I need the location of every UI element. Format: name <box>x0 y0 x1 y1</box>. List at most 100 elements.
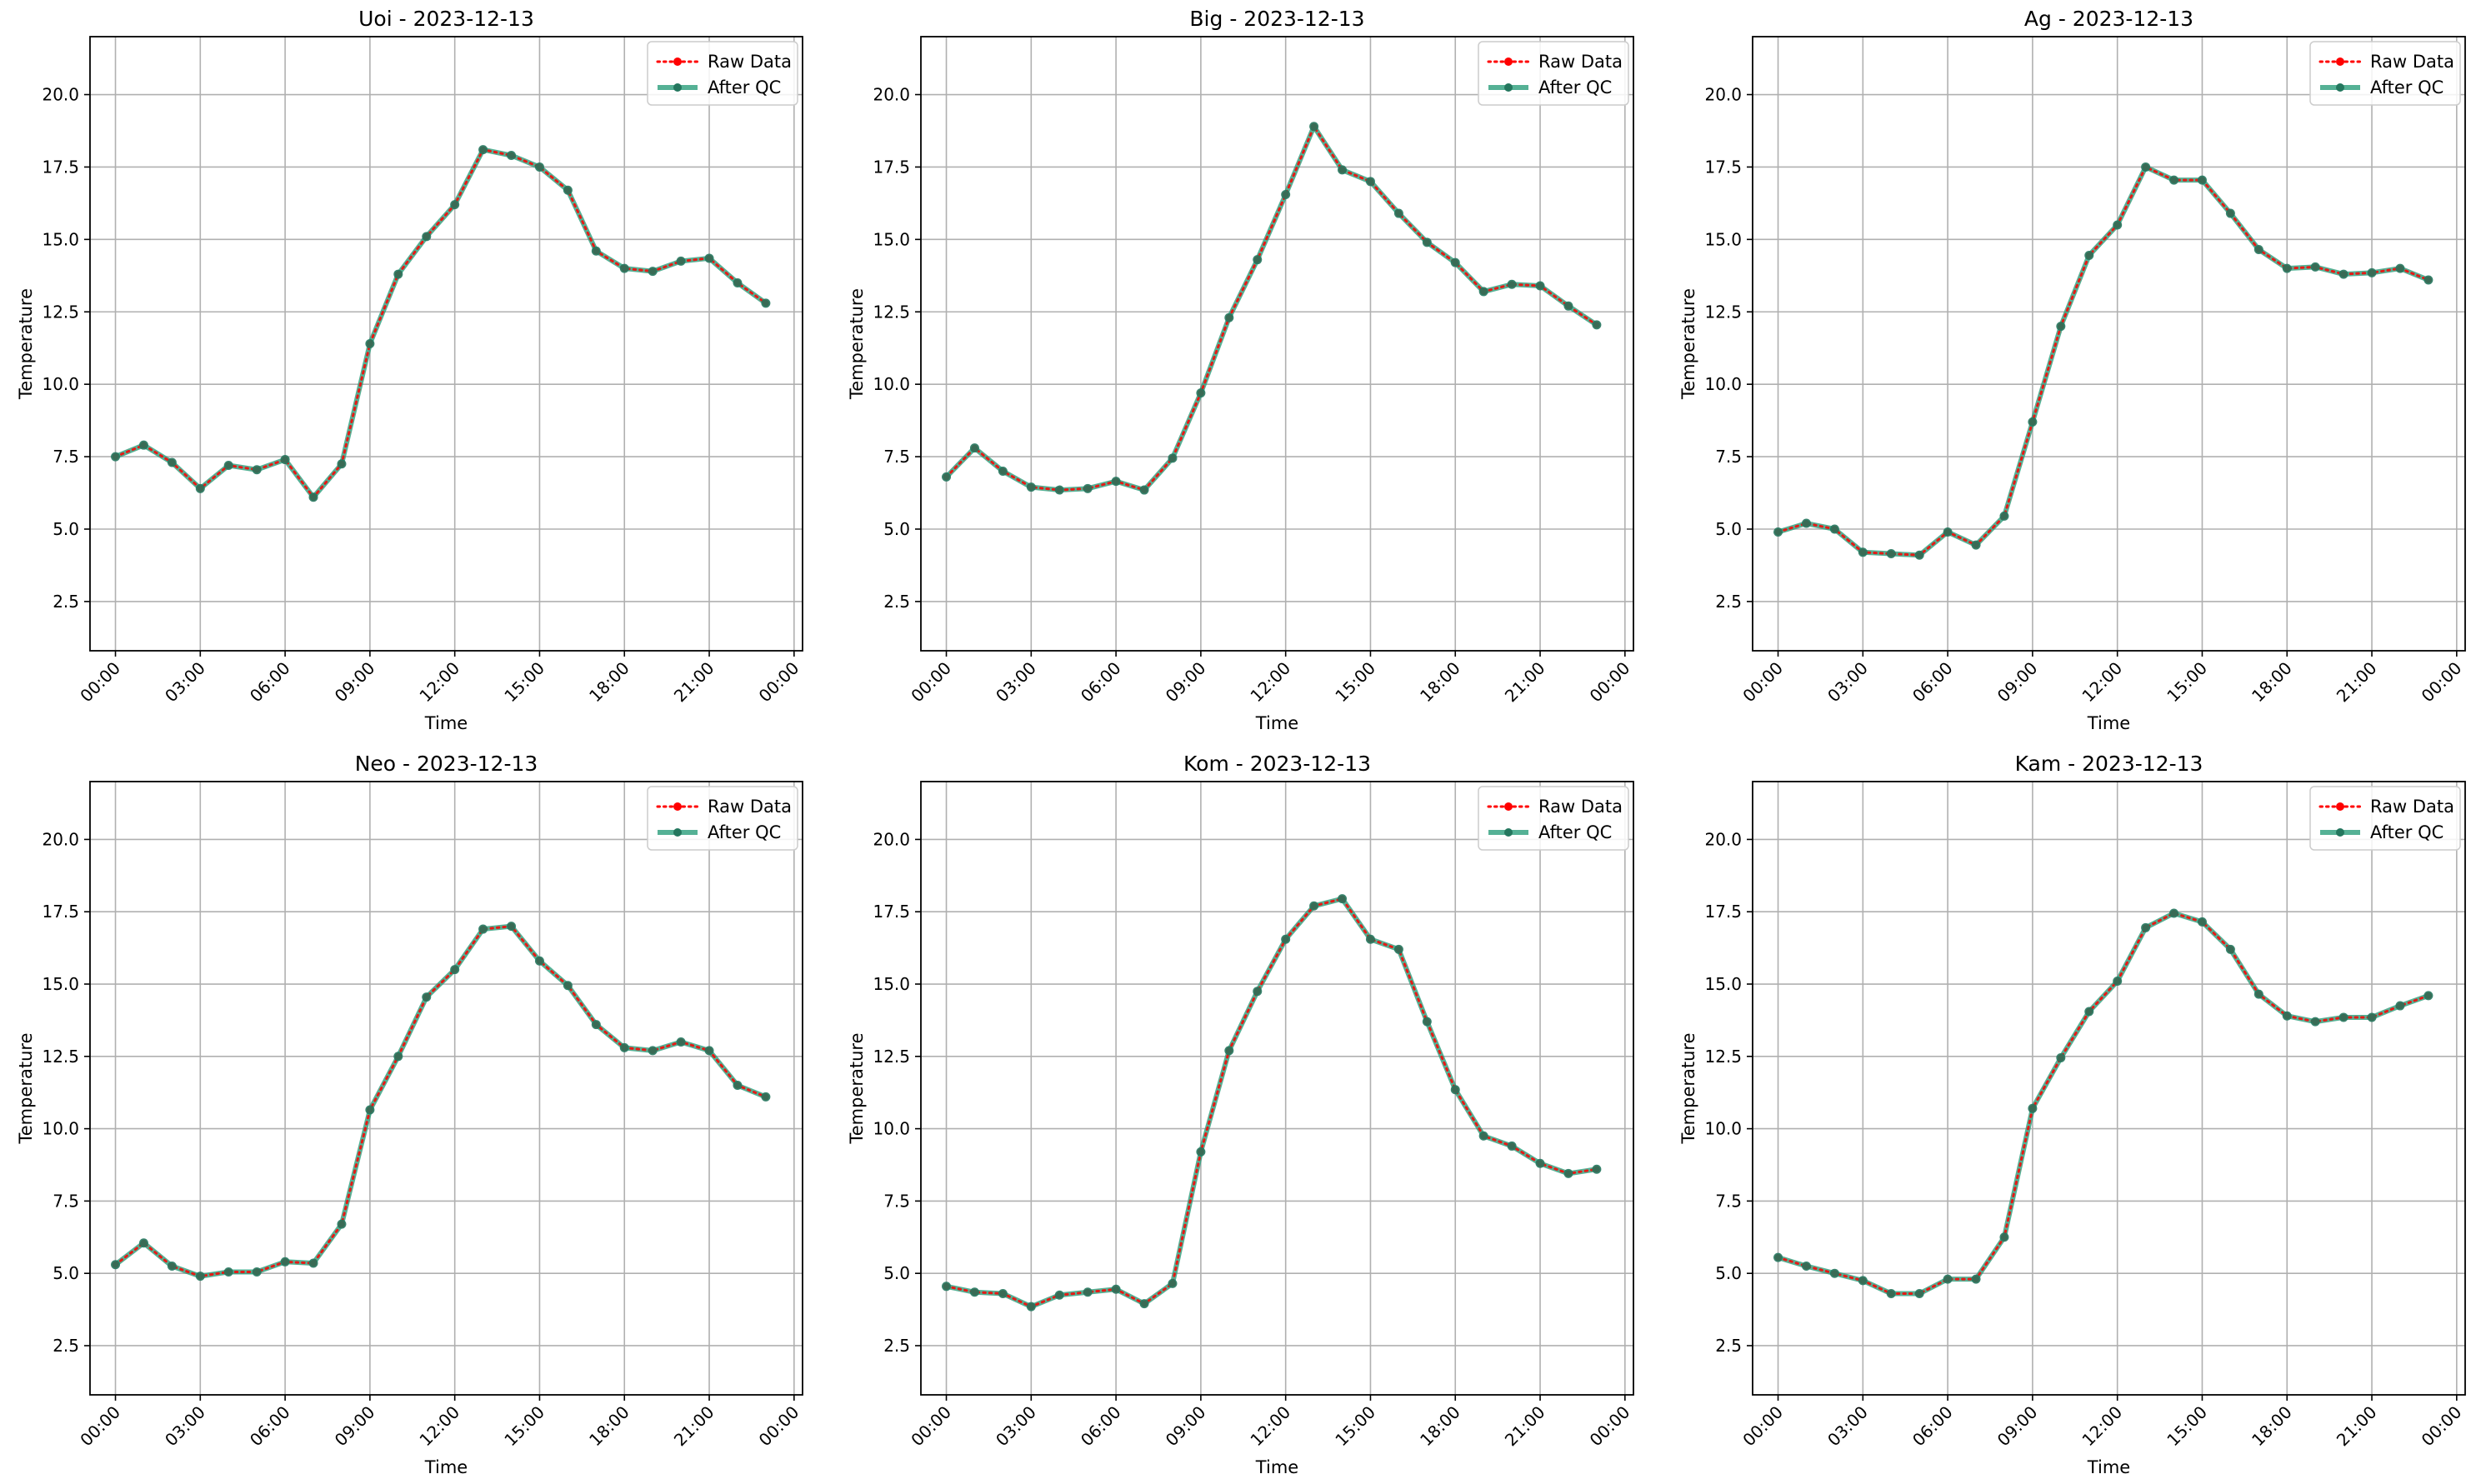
after-qc-point <box>1338 894 1348 904</box>
after-qc-point <box>563 185 573 195</box>
after-qc-point <box>942 1282 952 1292</box>
x-tick-label: 06:00 <box>1077 1402 1125 1451</box>
y-tick-label: 7.5 <box>53 1191 79 1211</box>
after-qc-point <box>761 1092 771 1102</box>
after-qc-point <box>1858 547 1868 557</box>
after-qc-point <box>308 1258 318 1268</box>
chart-legend: Raw Data After QC <box>647 41 798 106</box>
y-tick-label: 7.5 <box>883 1191 910 1211</box>
y-axis-label: Temperature <box>847 1032 867 1144</box>
x-tick-label: 15:00 <box>1331 658 1379 707</box>
x-tick-label: 15:00 <box>2163 1402 2211 1451</box>
y-tick-label: 20.0 <box>42 85 79 105</box>
x-tick-label: 21:00 <box>2333 658 2381 707</box>
y-tick-label: 10.0 <box>1704 374 1742 394</box>
x-tick-label: 18:00 <box>2248 1402 2296 1451</box>
x-tick-label: 00:00 <box>1586 1402 1634 1451</box>
x-tick-label: 00:00 <box>907 1402 955 1451</box>
after-qc-point <box>619 1042 629 1052</box>
after-qc-point <box>2225 208 2235 218</box>
after-qc-point <box>2169 908 2179 918</box>
legend-label-qc: After QC <box>708 77 781 97</box>
after-qc-point <box>365 339 375 348</box>
chart-title: Big - 2023-12-13 <box>1189 7 1364 31</box>
after-qc-point <box>111 1260 121 1270</box>
chart-legend: Raw Data After QC <box>1478 41 1629 106</box>
after-qc-point <box>1168 1278 1178 1288</box>
after-qc-point <box>1196 1147 1206 1157</box>
x-tick-label: 12:00 <box>415 658 463 707</box>
x-tick-label: 21:00 <box>2333 1402 2381 1451</box>
chart-title: Uoi - 2023-12-13 <box>358 7 534 31</box>
y-tick-label: 12.5 <box>42 1047 79 1067</box>
after-qc-point <box>2253 989 2263 999</box>
after-qc-point <box>1422 1017 1432 1027</box>
chart-title: Kom - 2023-12-13 <box>1183 752 1371 776</box>
y-tick-label: 20.0 <box>42 829 79 849</box>
legend-marker-qc <box>1504 828 1513 837</box>
after-qc-point <box>1450 1085 1460 1095</box>
after-qc-point <box>2423 275 2433 285</box>
y-tick-label: 2.5 <box>53 592 79 612</box>
after-qc-point <box>2056 1053 2066 1063</box>
y-tick-label: 10.0 <box>42 1119 79 1139</box>
after-qc-point <box>704 1046 714 1056</box>
x-tick-label: 15:00 <box>500 1402 548 1451</box>
x-tick-label: 12:00 <box>2078 658 2126 707</box>
after-qc-point <box>1592 320 1602 330</box>
legend-marker-raw <box>1504 802 1513 811</box>
x-tick-label: 03:00 <box>161 1402 209 1451</box>
axes-frame <box>89 36 803 652</box>
raw-data-line <box>1777 165 2430 557</box>
after-qc-point <box>2282 1011 2292 1021</box>
after-qc-point <box>2253 245 2263 255</box>
raw-data-line <box>945 897 1598 1308</box>
legend-marker-raw <box>673 802 682 811</box>
chart-legend: Raw Data After QC <box>2309 786 2461 851</box>
x-tick-label: 06:00 <box>246 658 294 707</box>
after-qc-point <box>1971 540 1981 550</box>
after-qc-point <box>2338 269 2348 279</box>
chart-panel-3: Ag - 2023-12-13 2.5 5.0 7.5 10.0 12.5 15.0 17.5… <box>1678 7 2466 733</box>
y-tick-label: 2.5 <box>53 1336 79 1356</box>
y-tick-label: 5.0 <box>883 519 910 539</box>
y-tick-label: 15.0 <box>873 229 910 249</box>
raw-data-line <box>114 147 768 500</box>
after-qc-point <box>619 263 629 273</box>
x-axis-label: Time <box>1255 1457 1298 1477</box>
axes-frame <box>920 36 1634 652</box>
legend-label-raw: Raw Data <box>2370 797 2454 817</box>
after-qc-point <box>280 1257 290 1267</box>
legend-marker-raw <box>1504 57 1513 66</box>
after-qc-point <box>2169 175 2179 185</box>
after-qc-point <box>704 253 714 263</box>
after-qc-point <box>1914 1288 1924 1298</box>
after-qc-point <box>138 440 148 450</box>
after-qc-point <box>1139 1299 1149 1309</box>
after-qc-point <box>252 1267 262 1277</box>
y-tick-label: 7.5 <box>883 447 910 467</box>
after-qc-point <box>223 461 233 471</box>
chart-title: Kam - 2023-12-13 <box>2015 752 2203 776</box>
x-tick-label: 15:00 <box>1331 1402 1379 1451</box>
x-tick-label: 00:00 <box>2418 658 2466 707</box>
y-axis-label: Temperature <box>16 288 36 400</box>
chart-panel-2: Big - 2023-12-13 2.5 5.0 7.5 10.0 12.5 15.0 17.… <box>847 7 1634 733</box>
after-qc-point <box>308 492 318 502</box>
axes-frame <box>1752 781 2466 1396</box>
y-tick-label: 12.5 <box>1704 1047 1742 1067</box>
legend-label-qc: After QC <box>2370 77 2443 97</box>
after-qc-point <box>676 256 686 266</box>
after-qc-point <box>337 459 347 469</box>
x-tick-label: 06:00 <box>246 1402 294 1451</box>
after-qc-point <box>2028 1103 2038 1113</box>
after-qc-point <box>450 200 460 210</box>
legend-marker-raw <box>2336 802 2344 811</box>
y-tick-label: 15.0 <box>873 974 910 994</box>
after-qc-point <box>167 457 177 467</box>
x-tick-label: 12:00 <box>1246 658 1294 707</box>
legend-marker-raw <box>2336 57 2344 66</box>
after-qc-point <box>1422 237 1432 247</box>
legend-marker-qc <box>673 828 682 837</box>
